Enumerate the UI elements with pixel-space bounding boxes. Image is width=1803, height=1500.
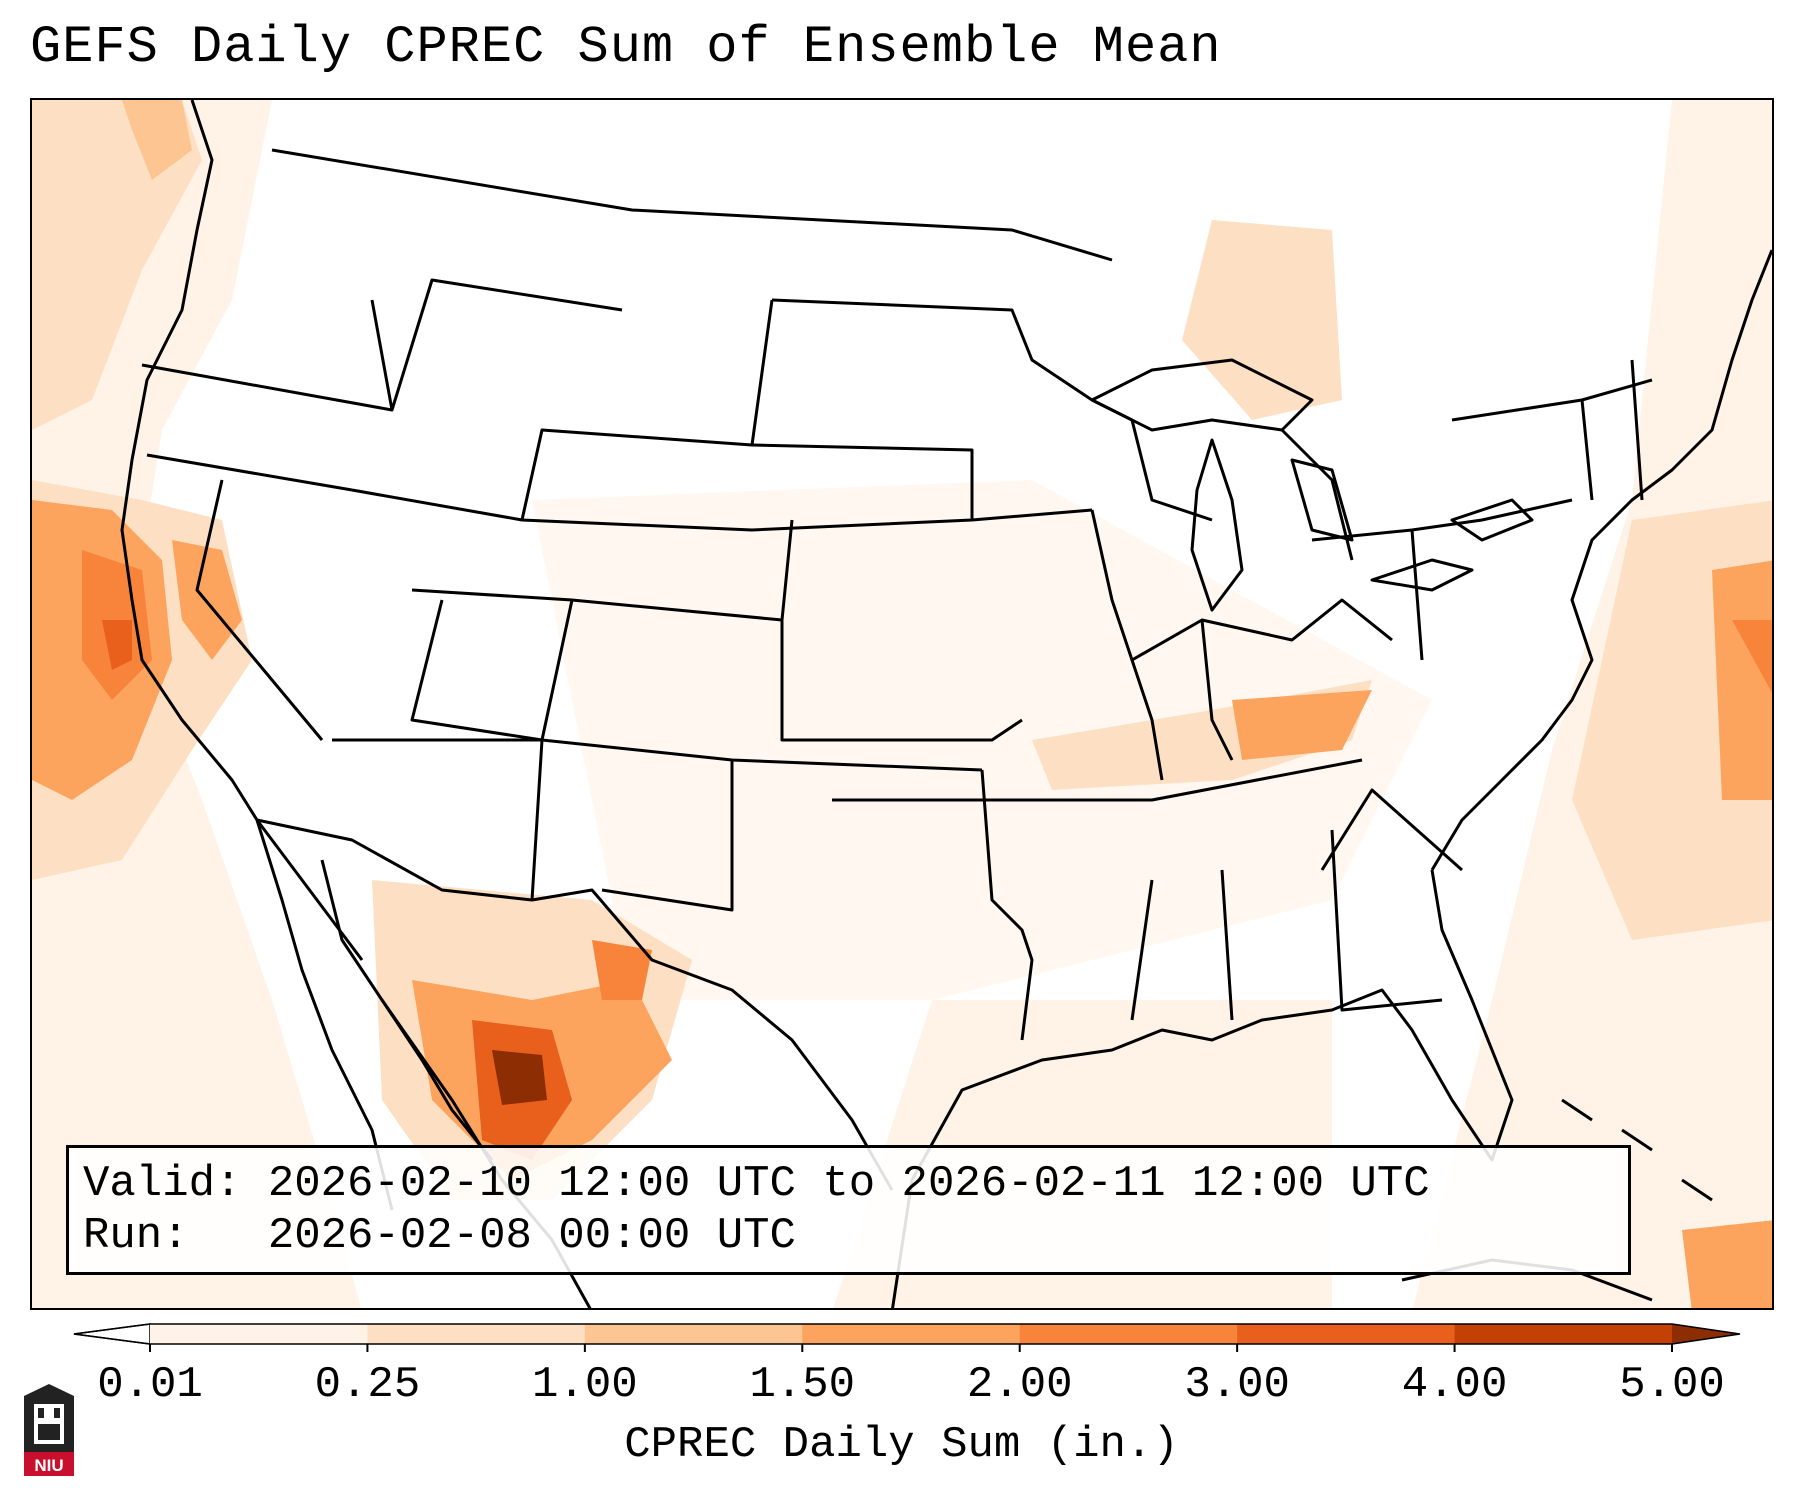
run-time: 2026-02-08 00:00 UTC <box>267 1211 796 1261</box>
valid-range: 2026-02-10 12:00 UTC to 2026-02-11 12:00… <box>267 1159 1430 1209</box>
colorbar-label: CPREC Daily Sum (in.) <box>624 1420 1179 1470</box>
colorbar-tick-label: 1.00 <box>532 1360 638 1410</box>
colorbar-tick-label: 3.00 <box>1184 1360 1290 1410</box>
map-canvas <box>32 100 1772 1308</box>
colorbar-tick-label: 0.01 <box>97 1360 203 1410</box>
map-boundaries <box>120 100 1772 1308</box>
colorbar-tick-label: 1.50 <box>749 1360 856 1410</box>
valid-label: Valid: <box>83 1159 242 1209</box>
logo-text: NIU <box>34 1456 63 1475</box>
niu-logo: NIU <box>24 1384 74 1476</box>
colorbar-under-arrow <box>73 1323 151 1345</box>
colorbar-segment <box>1454 1324 1673 1344</box>
colorbar-over-arrow <box>1672 1324 1740 1344</box>
colorbar-segment <box>802 1324 1021 1344</box>
colorbar-tick-label: 2.00 <box>966 1360 1073 1410</box>
run-label: Run: <box>83 1211 189 1261</box>
valid-run-box: Valid: 2026-02-10 12:00 UTC to 2026-02-1… <box>66 1145 1631 1275</box>
map-title: GEFS Daily CPREC Sum of Ensemble Mean <box>30 18 1222 77</box>
colorbar <box>73 1323 1741 1352</box>
colorbar-segment <box>1237 1324 1456 1344</box>
colorbar-tick-label: 0.25 <box>314 1360 421 1410</box>
colorbar-tick-label: 4.00 <box>1401 1360 1508 1410</box>
colorbar-segment <box>367 1324 586 1344</box>
colorbar-tick-label: 5.00 <box>1619 1360 1725 1410</box>
colorbar-segment <box>584 1324 803 1344</box>
precip-map <box>30 98 1774 1310</box>
colorbar-segment <box>150 1324 368 1344</box>
colorbar-segment <box>1019 1324 1238 1344</box>
